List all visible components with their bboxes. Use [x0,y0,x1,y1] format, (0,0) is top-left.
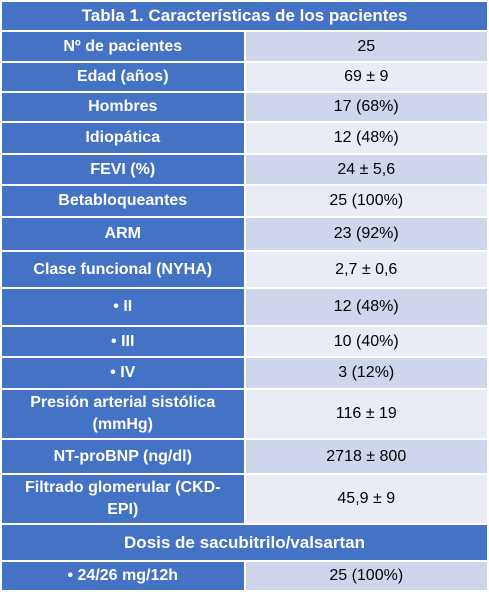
row-value: 69 ± 9 [243,61,489,93]
row-label: Betabloqueantes [0,184,246,218]
row-label: Idiopática [0,121,246,155]
table-row: Edad (años) 69 ± 9 [0,61,489,93]
header-cell: Dosis de sacubitrilo/valsartan [0,523,489,562]
table-row: Hombres 17 (68%) [0,91,489,123]
row-label: Clase funcional (NYHA) [0,250,246,289]
table-row: • III 10 (40%) [0,325,489,358]
row-value: 24 ± 5,6 [243,153,489,186]
row-value: 12 (48%) [243,287,489,327]
row-value: 3 (12%) [243,356,489,390]
row-label: • III [0,325,246,358]
row-label: Hombres [0,91,246,123]
row-label: Nº de pacientes [0,30,246,63]
row-label: NT-proBNP (ng/dl) [0,438,246,475]
row-value: 10 (40%) [243,325,489,358]
row-value: 2718 ± 800 [243,438,489,475]
table-row: • IV 3 (12%) [0,356,489,390]
table-row: • 24/26 mg/12h 25 (100%) [0,560,489,592]
row-label: Edad (años) [0,61,246,93]
table-row: Betabloqueantes 25 (100%) [0,184,489,218]
row-value: 23 (92%) [243,216,489,252]
header-row: Tabla 1. Características de los paciente… [0,0,489,32]
row-value: 25 (100%) [243,560,489,592]
row-label: • 24/26 mg/12h [0,560,246,592]
row-value: 45,9 ± 9 [243,473,489,525]
row-label: • II [0,287,246,327]
table-row: Nº de pacientes 25 [0,30,489,63]
table-row: Filtrado glomerular (CKD-EPI) 45,9 ± 9 [0,473,489,525]
row-value: 2,7 ± 0,6 [243,250,489,289]
row-label: FEVI (%) [0,153,246,186]
table-row: Clase funcional (NYHA) 2,7 ± 0,6 [0,250,489,289]
row-label: Filtrado glomerular (CKD-EPI) [0,473,246,525]
table-row: Presión arterial sistólica (mmHg) 116 ± 1… [0,388,489,440]
table-row: ARM 23 (92%) [0,216,489,252]
row-value: 17 (68%) [243,91,489,123]
row-label: ARM [0,216,246,252]
row-value: 25 (100%) [243,184,489,218]
row-value: 12 (48%) [243,121,489,155]
table-row: • II 12 (48%) [0,287,489,327]
table-row: NT-proBNP (ng/dl) 2718 ± 800 [0,438,489,475]
row-value: 25 [243,30,489,63]
row-label: Presión arterial sistólica (mmHg) [0,388,246,440]
table-row: FEVI (%) 24 ± 5,6 [0,153,489,186]
table-row: Idiopática 12 (48%) [0,121,489,155]
header-row: Dosis de sacubitrilo/valsartan [0,523,489,562]
row-value: 116 ± 19 [243,388,489,440]
row-label: • IV [0,356,246,390]
header-cell: Tabla 1. Características de los paciente… [0,0,489,32]
